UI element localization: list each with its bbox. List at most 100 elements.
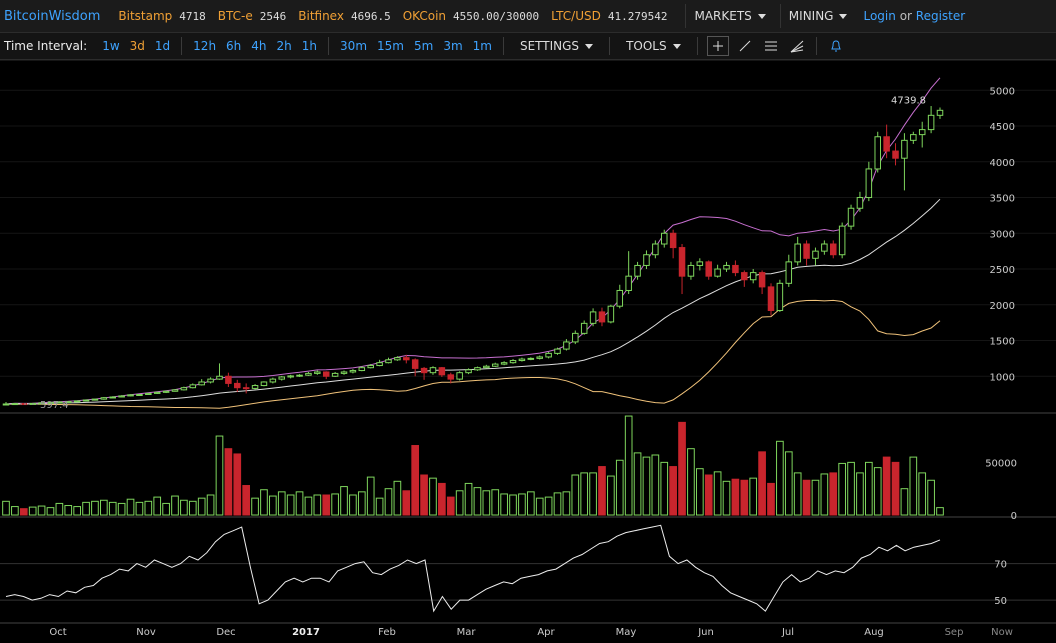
candle-up xyxy=(714,268,721,277)
volume-bars xyxy=(2,415,944,516)
tools-menu[interactable]: TOOLS xyxy=(616,39,691,53)
month-label: Feb xyxy=(378,627,396,638)
volume-bar xyxy=(553,492,562,516)
markets-menu-label: MARKETS xyxy=(694,9,752,23)
volume-bar xyxy=(873,467,882,516)
ticker-bitstamp[interactable]: Bitstamp 4718 xyxy=(118,9,205,23)
candle-up xyxy=(465,369,472,374)
ticker-exchange: Bitstamp xyxy=(118,9,173,23)
ticker-okcoin[interactable]: OKCoin 4550.00/30000 xyxy=(403,9,539,23)
candle-down xyxy=(732,264,739,274)
candle-up xyxy=(65,401,72,404)
crosshair-icon[interactable] xyxy=(706,36,729,56)
candle-up xyxy=(509,360,517,364)
month-label: Oct xyxy=(49,627,66,638)
candle-up xyxy=(38,402,45,405)
interval-5m[interactable]: 5m xyxy=(413,39,434,53)
candle-down xyxy=(322,371,330,377)
volume-bar xyxy=(197,497,206,516)
divider xyxy=(328,37,330,55)
volume-bar xyxy=(269,495,277,516)
price-chart[interactable]: 5000 4500 4000 3500 3000 2500 2000 1500 1000 5000… xyxy=(0,60,1056,643)
chevron-down-icon xyxy=(757,13,766,19)
time-interval-label: Time Interval: xyxy=(4,39,88,53)
candle-up xyxy=(11,403,19,406)
candle-up xyxy=(56,401,63,404)
upper-band-line xyxy=(5,77,941,405)
login-link[interactable]: Login xyxy=(863,9,896,23)
candle-up xyxy=(589,311,597,324)
ticker-bitfinex[interactable]: Bitfinex 4696.5 xyxy=(298,9,390,23)
volume-bar xyxy=(357,491,366,516)
volume-bar xyxy=(562,491,571,516)
line-icon[interactable] xyxy=(735,37,755,55)
first-price-label: 597.4 xyxy=(40,400,69,411)
candle-up xyxy=(785,261,793,284)
ticker-btce[interactable]: BTC-e 2546 xyxy=(218,9,286,23)
ticker-exchange: BTC-e xyxy=(217,9,253,23)
candle-up xyxy=(901,139,908,159)
bell-icon[interactable] xyxy=(826,37,846,55)
moving-average-line xyxy=(5,198,941,405)
settings-menu-label: SETTINGS xyxy=(519,39,580,53)
interval-6h[interactable]: 6h xyxy=(226,39,242,53)
volume-bar xyxy=(11,506,19,516)
markets-menu[interactable]: MARKETS xyxy=(685,4,773,28)
chevron-down-icon xyxy=(839,13,848,19)
fib-icon[interactable] xyxy=(761,37,781,55)
candle-up xyxy=(527,357,535,360)
volume-bar xyxy=(46,507,55,516)
volume-bar xyxy=(117,502,126,516)
volume-bar xyxy=(429,477,437,516)
interval-1m[interactable]: 1m xyxy=(472,39,492,53)
candle-up xyxy=(394,357,401,361)
candle-up xyxy=(269,378,277,383)
candle-up xyxy=(918,129,926,136)
interval-4h[interactable]: 4h xyxy=(251,39,267,53)
ticker-price: 4550.00/30000 xyxy=(453,9,540,23)
interval-2h[interactable]: 2h xyxy=(276,39,292,53)
oscillator-tick-label: 50 xyxy=(994,596,1007,607)
interval-15m[interactable]: 15m xyxy=(377,39,404,53)
candle-up xyxy=(109,396,117,399)
month-label: Now xyxy=(991,627,1013,638)
interval-3d[interactable]: 3d xyxy=(129,39,145,53)
volume-bar xyxy=(108,501,117,516)
volume-bar xyxy=(135,501,144,516)
volume-bar xyxy=(180,499,188,516)
volume-bar xyxy=(749,477,758,516)
mining-menu[interactable]: MINING xyxy=(779,4,856,28)
brand-logo[interactable]: BitcoinWisdom xyxy=(4,8,101,24)
volume-bar xyxy=(678,421,686,516)
volume-bar xyxy=(153,496,162,516)
oscillator-tick-label: 70 xyxy=(994,560,1007,571)
divider xyxy=(181,37,183,55)
interval-3m[interactable]: 3m xyxy=(443,39,463,53)
candle-up xyxy=(874,136,881,170)
settings-menu[interactable]: SETTINGS xyxy=(510,39,603,53)
register-link[interactable]: Register xyxy=(915,9,966,23)
interval-1w[interactable]: 1w xyxy=(102,39,120,53)
chart-gridlines xyxy=(0,60,1056,624)
interval-1d[interactable]: 1d xyxy=(154,39,171,53)
volume-bar xyxy=(927,479,935,516)
candle-up xyxy=(652,243,659,256)
divider xyxy=(502,37,504,55)
interval-1h[interactable]: 1h xyxy=(301,39,318,53)
volume-bar xyxy=(918,472,927,516)
candle-up xyxy=(838,225,846,256)
interval-30m[interactable]: 30m xyxy=(340,39,368,53)
volume-bar xyxy=(446,496,455,516)
volume-bar xyxy=(331,493,339,516)
candle-up xyxy=(607,305,615,323)
fan-icon[interactable] xyxy=(787,37,807,55)
volume-bar xyxy=(91,500,99,516)
month-label: Apr xyxy=(537,627,555,638)
volume-bar xyxy=(865,461,873,516)
tools-menu-label: TOOLS xyxy=(626,39,667,53)
volume-bar xyxy=(473,487,482,516)
price-tick-label: 4000 xyxy=(990,158,1015,169)
interval-12h[interactable]: 12h xyxy=(193,39,217,53)
ticker-ltcusd[interactable]: LTC/USD 41.279542 xyxy=(551,9,667,23)
volume-bar xyxy=(544,496,553,516)
